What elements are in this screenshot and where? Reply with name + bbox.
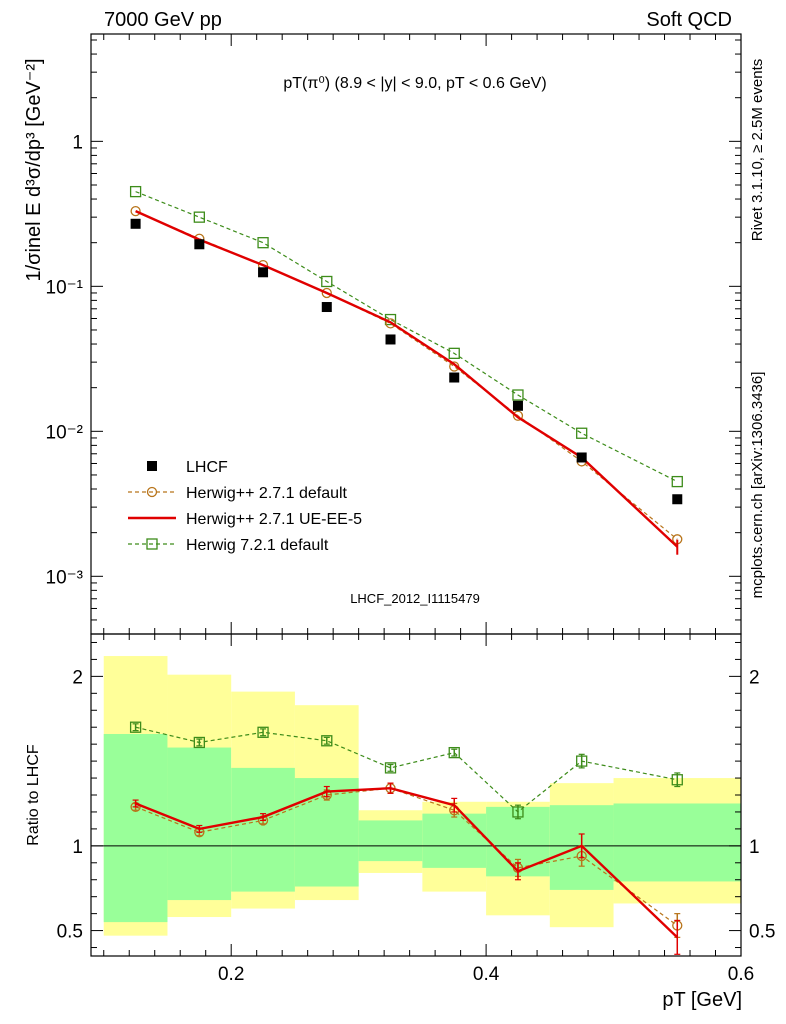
main-ytick-label: 10⁻² (46, 422, 84, 443)
ratio-ylabel: Ratio to LHCF (25, 744, 42, 846)
main-point-data (449, 372, 460, 383)
main-point-herwig_default (321, 287, 332, 299)
ratio-point-herwig7 (193, 736, 205, 749)
mcplots-label: mcplots.cern.ch [arXiv:1306.3436] (749, 372, 766, 599)
legend-marker-data (147, 461, 157, 471)
main-ytick-label: 10⁻³ (46, 567, 84, 588)
legend-label-herwig7: Herwig 7.2.1 default (186, 537, 329, 554)
main-point-herwig7 (193, 211, 205, 223)
main-line-herwig_ue (135, 210, 679, 548)
main-point-herwig7 (448, 347, 460, 359)
main-point-herwig7 (321, 275, 333, 288)
legend-label-herwig_default: Herwig++ 2.7.1 default (186, 485, 348, 502)
header-left: 7000 GeV pp (104, 9, 222, 31)
main-point-data (321, 302, 332, 313)
main-line-herwig7 (135, 191, 678, 483)
xtick-label: 0.2 (218, 964, 244, 985)
main-point-herwig7 (257, 237, 269, 249)
legend-label-data: LHCF (186, 459, 228, 476)
ratio-point-herwig7 (671, 774, 683, 786)
ratio-band-inner (613, 803, 741, 882)
ratio-point-herwig7 (448, 746, 460, 759)
main-ytick-label: 1 (72, 132, 83, 153)
main-ytick-label: 10⁻¹ (46, 277, 84, 298)
header-right: Soft QCD (646, 9, 732, 31)
ratio-point-herwig7 (321, 735, 333, 747)
main-point-data (512, 400, 523, 411)
main-point-herwig_default (385, 318, 396, 329)
main-point-herwig7 (671, 475, 683, 488)
main-point-data (258, 267, 269, 278)
xtick-label: 0.4 (473, 964, 500, 985)
legend-label-herwig_ue: Herwig++ 2.7.1 UE-EE-5 (186, 511, 362, 528)
main-point-data (672, 494, 683, 505)
ratio-point-herwig7 (576, 755, 588, 767)
main-point-herwig7 (576, 427, 588, 439)
main-point-data (576, 452, 587, 463)
ratio-ytick-label: 2 (72, 667, 83, 688)
main-point-data (385, 334, 396, 345)
main-point-herwig7 (512, 389, 524, 401)
ratio-point-herwig7 (512, 806, 524, 818)
main-point-herwig_default (512, 410, 524, 421)
ratio-ytick-label-right: 0.5 (749, 922, 775, 943)
ratio-ytick-label: 0.5 (57, 922, 83, 943)
main-title: pT(π⁰) (8.9 < |y| < 9.0, pT < 0.6 GeV) (283, 75, 546, 92)
xlabel: pT [GeV] (662, 989, 742, 1011)
ratio-band-inner (231, 767, 295, 892)
ratio-band-inner (103, 733, 168, 923)
analysis-watermark: LHCF_2012_I1115479 (350, 591, 480, 606)
legend-marker-herwig7 (146, 538, 158, 550)
ratio-point-herwig7 (257, 726, 269, 738)
ratio-band-inner (358, 820, 423, 862)
ratio-ytick-label-right: 1 (749, 837, 760, 858)
ratio-ytick-label-right: 2 (749, 667, 760, 688)
main-point-data (130, 218, 141, 229)
ratio-point-herwig7 (129, 721, 142, 733)
legend-marker-herwig_default (146, 486, 158, 498)
main-point-data (194, 239, 205, 250)
ratio-point-herwig7 (384, 762, 397, 774)
ratio-ytick-label: 1 (72, 837, 83, 858)
xtick-label: 0.6 (728, 964, 754, 985)
rivet-label: Rivet 3.1.10, ≥ 2.5M events (749, 59, 766, 242)
ratio-band-inner (422, 813, 487, 868)
main-ylabel: 1/σinel E d³σ/dp³ [GeV⁻²] (23, 58, 45, 281)
main-point-herwig7 (129, 185, 142, 198)
main-point-herwig_default (130, 206, 141, 217)
ratio-line-herwig7 (135, 726, 678, 813)
